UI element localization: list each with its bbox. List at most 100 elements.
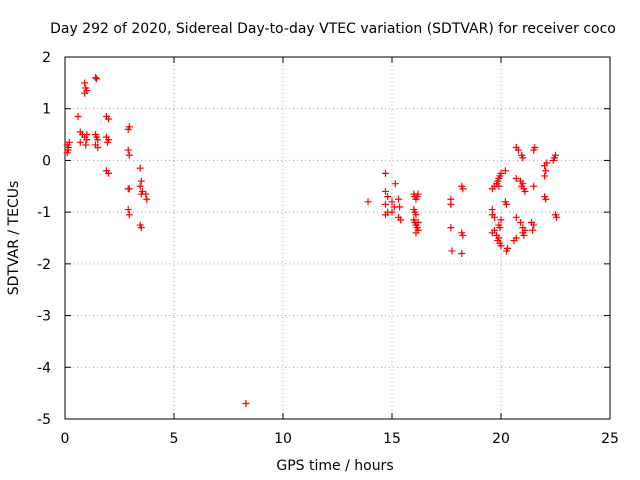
x-tick-label: 20 [492,431,510,447]
data-point [381,187,389,195]
data-point [541,172,549,180]
data-point [388,208,396,216]
data-point [542,195,550,203]
data-point [514,146,522,154]
data-point [496,224,504,232]
data-point [94,144,102,151]
data-point [552,151,559,159]
data-point [65,138,73,146]
x-tick-label: 15 [383,431,401,447]
x-axis-tick-labels: 0 5 10 15 20 25 [61,431,619,447]
data-point [381,200,389,208]
data-point [76,138,84,146]
data-point [83,131,91,139]
data-point [74,112,82,120]
chart-title: Day 292 of 2020, Sidereal Day-to-day VTE… [50,21,616,37]
data-point [381,169,389,177]
data-point [125,151,133,159]
data-point [83,87,91,95]
y-tick-label: -3 [37,309,51,325]
data-point [388,198,396,206]
data-point [517,218,525,226]
data-point [502,200,510,208]
y-tick-label: -4 [37,360,51,376]
data-point [447,224,455,232]
data-point [459,185,467,193]
x-tick-label: 0 [61,431,70,447]
y-axis-label: SDTVAR / TECUs [6,181,22,296]
data-point [495,182,503,190]
data-point [520,231,528,239]
data-point [497,169,505,177]
data-point [530,221,538,229]
data-point [414,218,422,226]
y-tick-label: -1 [37,205,51,221]
data-point [242,399,250,407]
data-points [63,74,561,407]
data-point [81,79,89,87]
data-point [124,206,132,214]
data-point [92,74,100,82]
data-point [447,200,455,208]
x-tick-label: 5 [170,431,179,447]
data-point [82,141,90,149]
data-point [490,226,498,234]
y-tick-label: 1 [42,102,51,118]
data-point [512,175,520,183]
data-point [530,182,538,190]
data-point [384,193,392,201]
data-point [542,167,550,175]
data-point [497,242,505,250]
data-point [396,203,404,211]
data-point [521,187,529,195]
data-point [142,190,150,198]
data-point [137,224,145,232]
data-point [391,180,399,188]
data-point [448,247,456,255]
data-point [105,169,113,177]
y-tick-label: 0 [42,153,51,169]
y-tick-label: -2 [37,257,51,273]
data-point [125,185,133,193]
y-tick-label: 2 [42,50,51,66]
y-tick-label: -5 [37,412,51,428]
data-point [459,231,467,239]
data-point [381,211,389,219]
data-point [553,213,561,221]
data-point [105,115,113,123]
data-point [136,182,144,190]
data-point [397,216,405,224]
data-point [529,226,537,234]
data-point [125,211,133,219]
data-point [105,136,113,144]
data-point [143,195,151,203]
x-tick-label: 25 [601,431,619,447]
x-axis-label: GPS time / hours [276,458,393,474]
data-point [490,213,498,221]
data-point [502,247,510,255]
data-point [94,136,102,144]
data-point [64,146,72,154]
data-point [531,144,539,151]
data-point [412,211,420,219]
data-point [93,75,101,83]
data-point [414,190,422,198]
data-point [543,159,551,167]
axis-ticks [64,56,611,420]
data-point [124,146,132,154]
data-point [512,234,520,242]
data-point [512,213,520,221]
data-point [412,229,420,237]
data-point [364,198,372,206]
data-point [136,164,144,172]
data-point [519,154,527,162]
data-point [458,250,466,258]
data-point [395,195,403,203]
data-point [501,167,509,175]
y-axis-tick-labels: -5 -4 -3 -2 -1 0 1 2 [37,50,51,428]
x-tick-label: 10 [274,431,292,447]
data-point [497,216,505,224]
data-point [125,123,133,131]
